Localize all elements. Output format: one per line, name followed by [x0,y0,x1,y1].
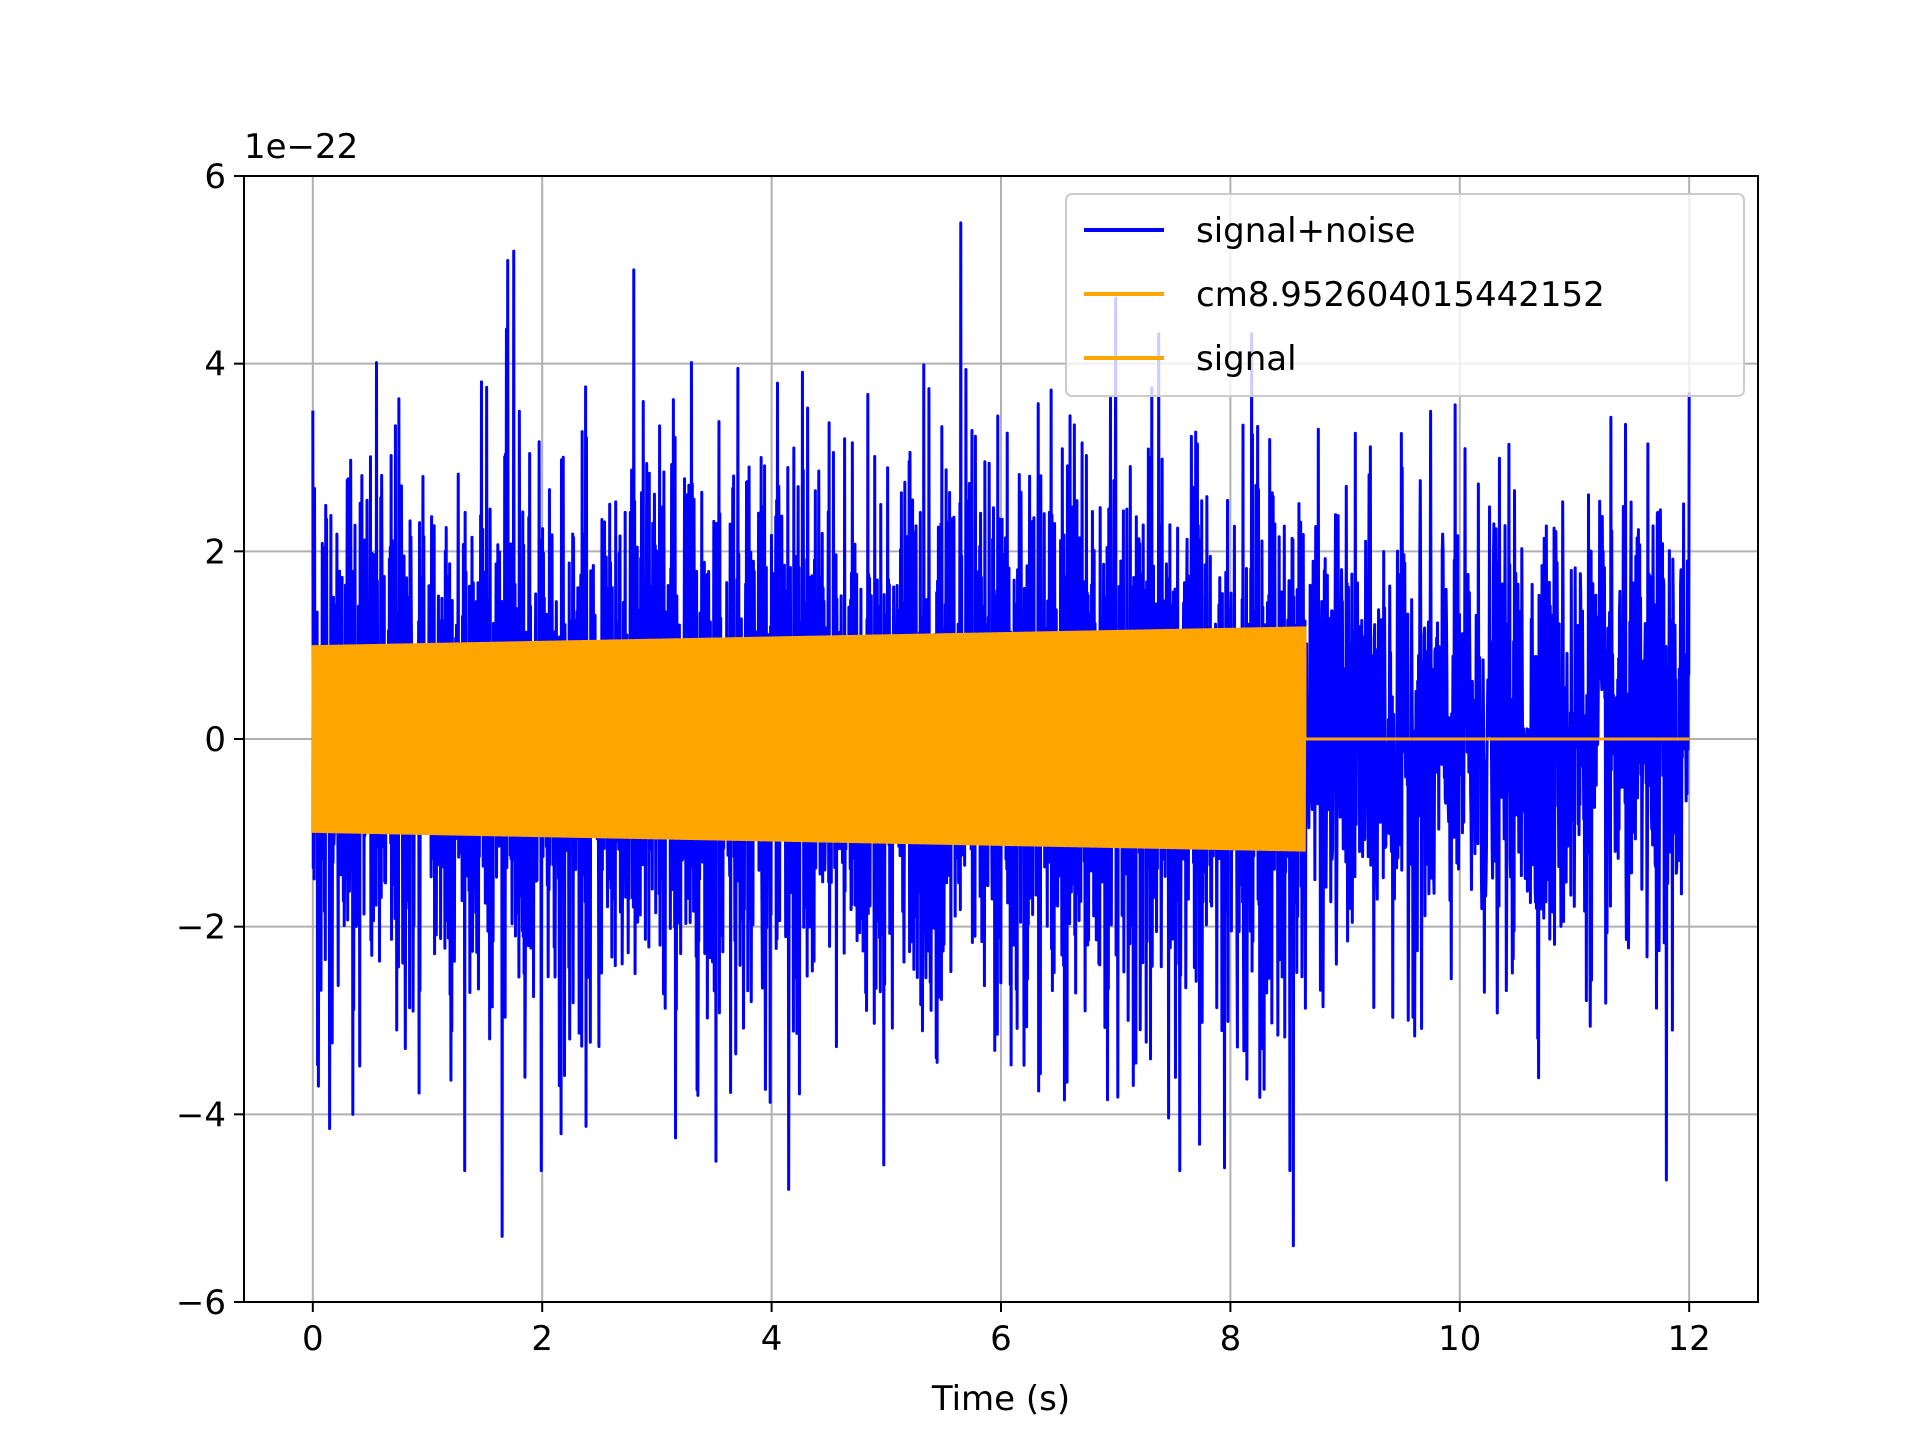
axis-ticks: 0 2 4 6 8 10 12 −6 −4 −2 0 2 4 6 [176,157,1711,1359]
y-offset-label: 1e−22 [244,127,358,167]
y-tick-label: 2 [204,532,226,572]
series-signal-line [311,626,1690,852]
y-tick-label: 0 [204,720,226,760]
legend-label: cm8.952604015442152 [1196,275,1605,315]
x-tick-label: 2 [531,1319,553,1359]
x-tick-label: 8 [1220,1319,1242,1359]
y-tick-label: −2 [176,908,226,948]
legend-label: signal+noise [1196,211,1416,251]
x-tick-label: 10 [1438,1319,1481,1359]
legend-label: signal [1196,339,1297,379]
x-tick-label: 12 [1668,1319,1711,1359]
legend-box [1065,193,1745,397]
y-tick-label: 4 [204,345,226,385]
legend[interactable]: signal+noise cm8.952604015442152 signal [1065,193,1745,397]
x-tick-label: 0 [302,1319,324,1359]
x-axis-label: Time (s) [931,1379,1070,1419]
y-tick-label: −6 [176,1283,226,1323]
y-tick-label: −4 [176,1095,226,1135]
plot-area [311,221,1691,1248]
y-tick-label: 6 [204,157,226,197]
x-tick-label: 4 [761,1319,783,1359]
x-tick-label: 6 [990,1319,1012,1359]
